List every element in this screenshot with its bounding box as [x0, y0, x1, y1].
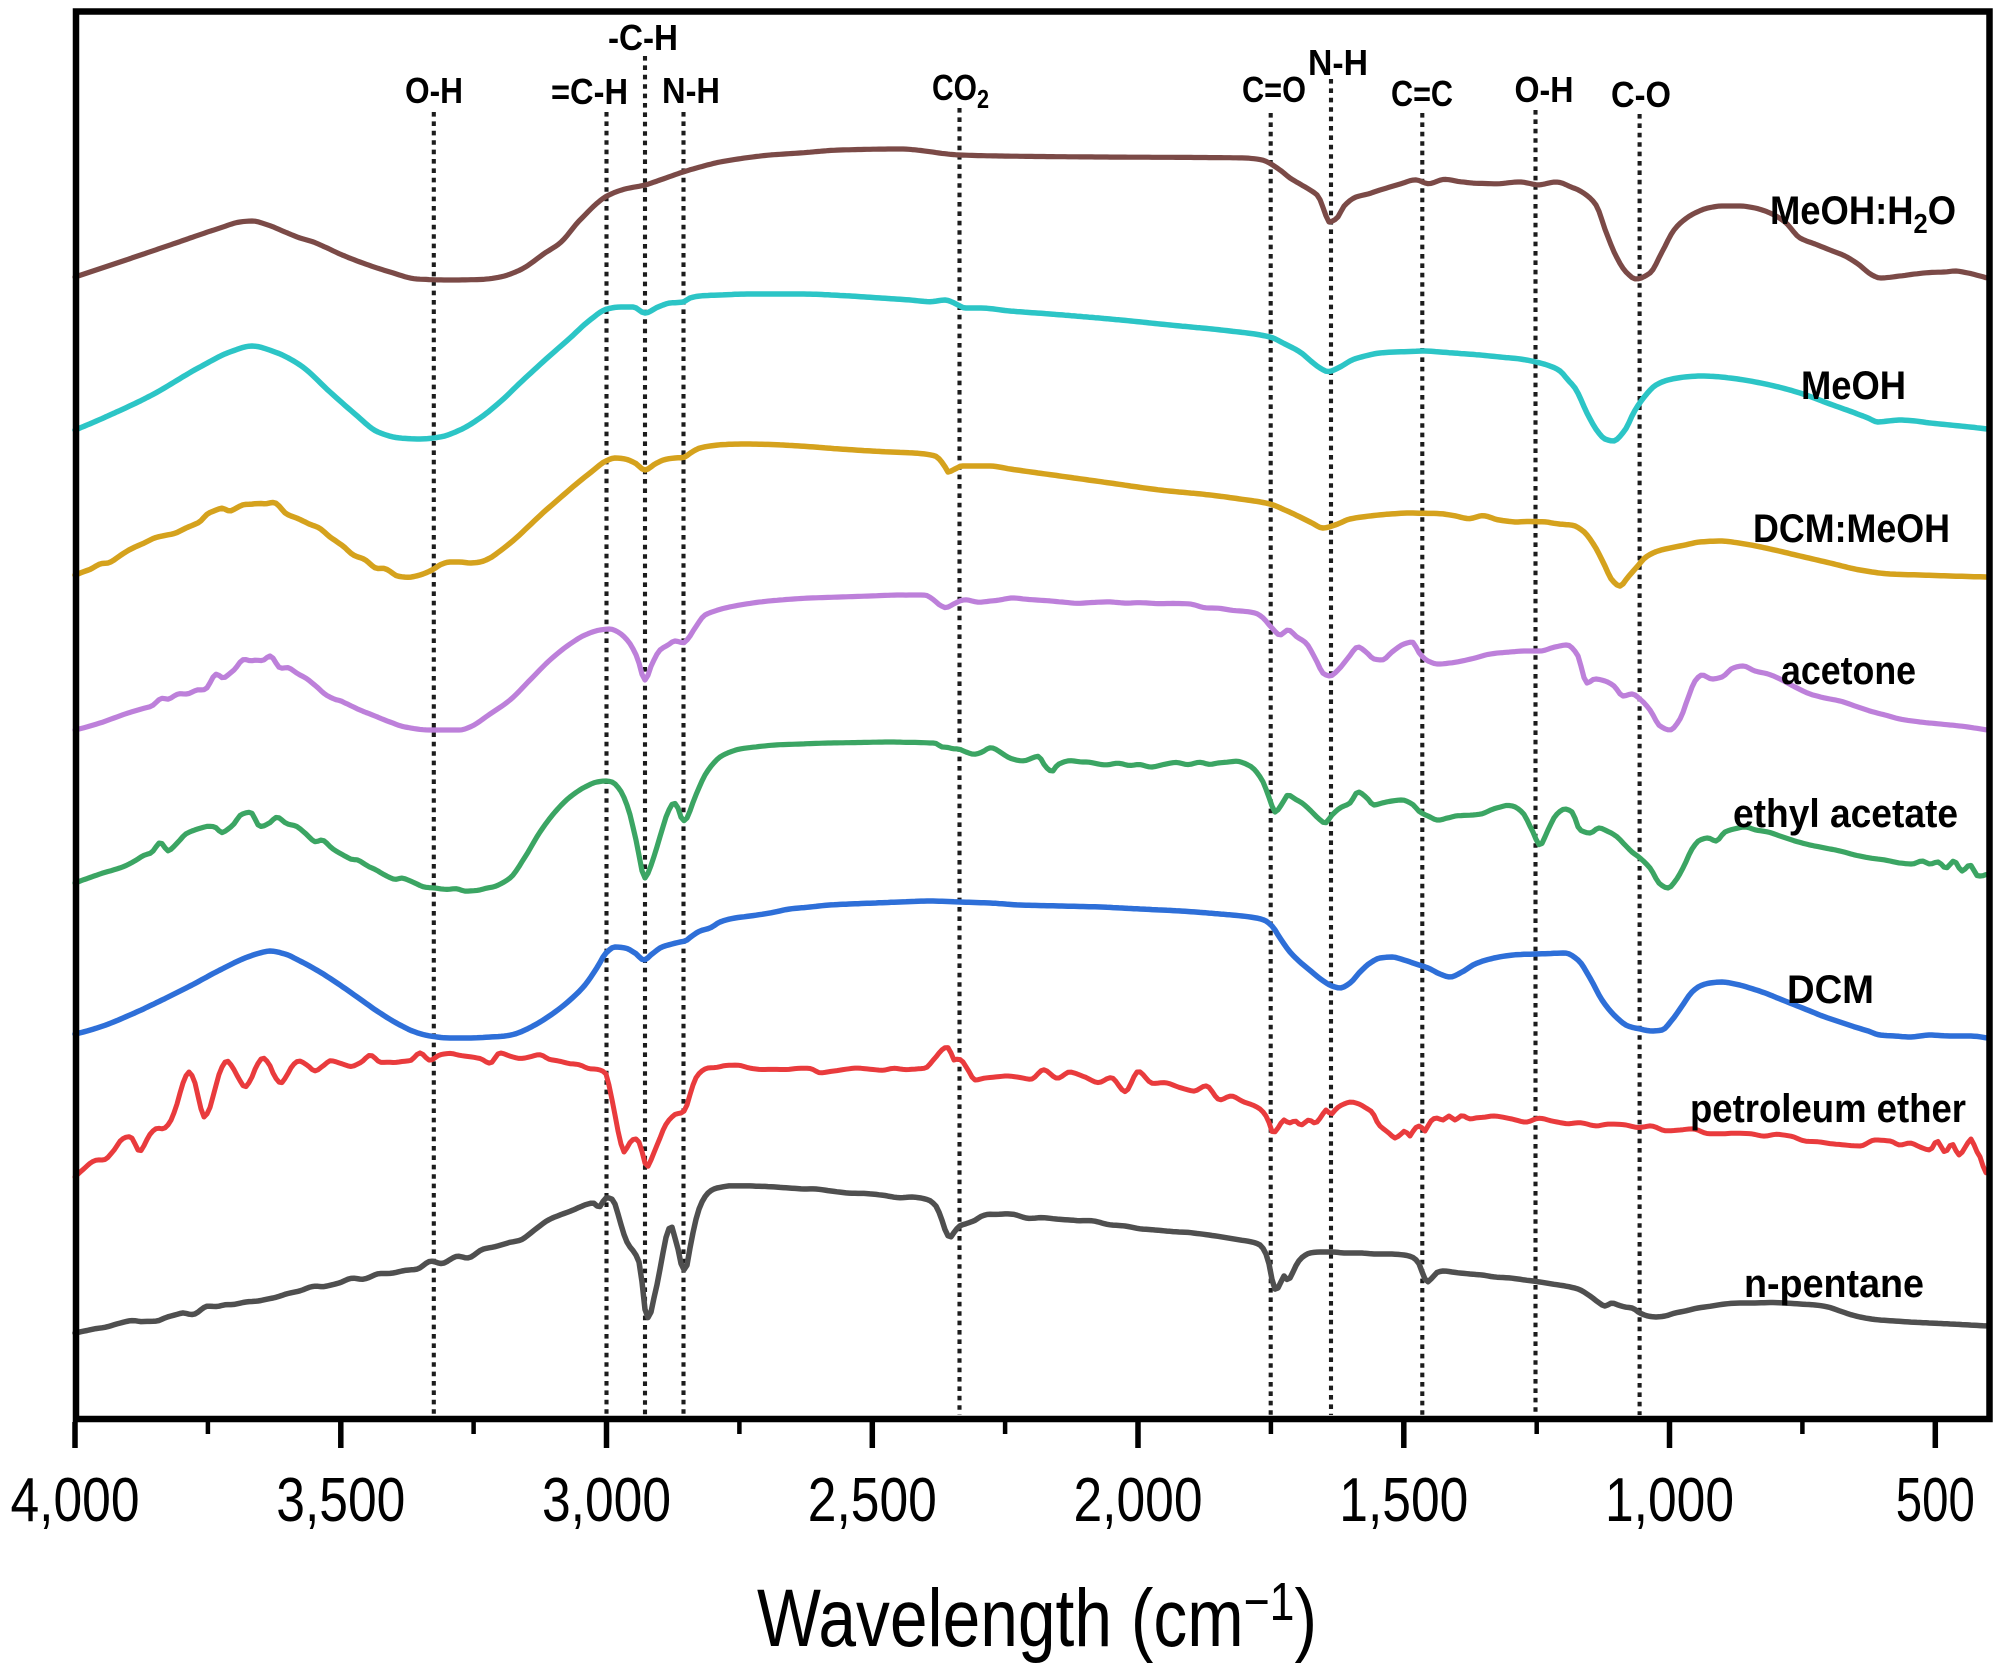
svg-text:500: 500 — [1896, 1466, 1975, 1535]
svg-text:C-O: C-O — [1611, 74, 1671, 115]
svg-text:2,000: 2,000 — [1074, 1466, 1203, 1535]
svg-text:3,000: 3,000 — [542, 1466, 671, 1535]
svg-text:N-H: N-H — [1308, 42, 1368, 83]
svg-text:O-H: O-H — [1515, 69, 1574, 110]
svg-text:n-pentane: n-pentane — [1744, 1262, 1924, 1306]
svg-text:O-H: O-H — [405, 70, 463, 111]
svg-text:C=C: C=C — [1391, 73, 1453, 114]
svg-text:ethyl acetate: ethyl acetate — [1733, 792, 1958, 836]
svg-text:N-H: N-H — [662, 70, 720, 111]
svg-text:1,500: 1,500 — [1339, 1466, 1468, 1535]
svg-text:MeOH:H2O: MeOH:H2O — [1770, 189, 1956, 239]
svg-text:C=O: C=O — [1242, 69, 1306, 110]
svg-text:acetone: acetone — [1781, 649, 1916, 693]
svg-text:DCM: DCM — [1787, 968, 1874, 1012]
svg-text:4,000: 4,000 — [11, 1466, 140, 1535]
svg-text:DCM:MeOH: DCM:MeOH — [1753, 507, 1950, 551]
svg-text:3,500: 3,500 — [276, 1466, 405, 1535]
svg-text:2,500: 2,500 — [808, 1466, 937, 1535]
svg-text:MeOH: MeOH — [1801, 364, 1906, 408]
svg-text:1,000: 1,000 — [1605, 1466, 1734, 1535]
svg-text:-C-H: -C-H — [608, 17, 678, 58]
svg-text:petroleum ether: petroleum ether — [1690, 1087, 1966, 1131]
svg-text:=C-H: =C-H — [551, 71, 628, 112]
svg-text:Wavelength (cm−1): Wavelength (cm−1) — [757, 1572, 1317, 1664]
